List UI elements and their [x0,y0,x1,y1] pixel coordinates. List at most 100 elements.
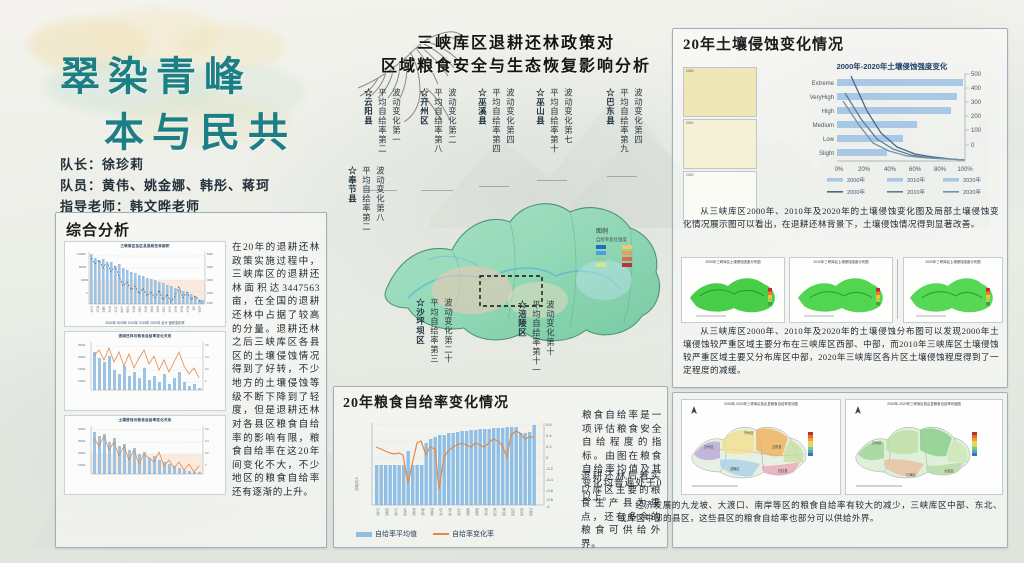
cloud-decor [166,64,306,120]
svg-text:云阳县: 云阳县 [511,508,515,516]
erosion-thumb-2000-label: 2000 [686,69,694,73]
svg-text:-0.6: -0.6 [546,488,554,493]
county-name: ☆沙坪坝区 [415,298,425,345]
main-title-line2: 区域粮食安全与生态恢复影响分析 [380,58,651,76]
team-advisor-label: 指导老师：韩文晔老师 [60,199,201,214]
svg-text:涪陵区: 涪陵区 [385,508,389,516]
svg-text:-0.4: -0.4 [546,477,554,482]
svg-text:40000: 40000 [78,427,86,431]
svg-text:云阳县: 云阳县 [198,306,202,313]
svg-text:长寿区: 长寿区 [156,306,160,313]
team-leader-label: 队长：徐珍莉 [60,157,145,172]
grain-mean-map: 2000年-2020年三峡库区各区县粮食自给率均值图 万 [845,399,1003,495]
grain-change-map-caption: 2000年-2020年三峡库区各区县粮食自给率变化图 [724,402,798,406]
svg-text:Medium: Medium [813,123,834,129]
erosion-map-2010-caption: 2010年三峡库区土壤侵蚀强度分布图 [813,260,869,264]
bottom-right-text: 经济发展的九龙坡、大渡口、南岸等区的粮食自给率有较大的减少，三峡库区中部、东北、… [618,500,1002,523]
legend-label-bar: 自给率平均值 [375,531,417,538]
svg-text:20000: 20000 [78,355,86,359]
leader-line [365,190,397,191]
county-name: ☆巴东县 [605,88,615,126]
svg-text:永川区: 永川区 [174,306,178,313]
svg-text:0: 0 [971,143,975,149]
mini-chart-1-title: 三峡库区各区县退耕还林面积 [120,244,170,248]
panel-title-erosion: 20年土壤侵蚀变化情况 [683,37,845,53]
county-label-1: ☆开州区 [418,88,429,126]
svg-text:2000年: 2000年 [847,188,865,196]
svg-text:0.6: 0.6 [205,427,209,431]
svg-text:南岸区: 南岸区 [132,306,136,313]
county-rank-0a: 平均自给率第二 [377,88,387,154]
svg-text:北碚区: 北碚区 [138,306,142,313]
comprehensive-analysis-panel: 综合分析 三峡库区各区县退耕还林面积 [55,212,327,548]
svg-text:万州区: 万州区 [376,508,380,516]
mini-chart-1-plot: 120000 80000 40000 0 5000 4000 3000 2000 1000… [77,252,213,313]
legend-item-line: 自给率变化率 [433,529,494,539]
svg-text:江津区: 江津区 [906,472,916,477]
brand-title-line1: 翠染青峰 [60,54,252,99]
erosion-chart-title: 2000年-2020年土壤侵蚀强度变化 [837,61,948,71]
county-name: ☆涪陵区 [517,300,527,338]
erosion-map-2020-graphic [910,278,993,317]
svg-text:石柱县: 石柱县 [778,468,788,473]
county-rank-2a: 平均自给率第四 [491,88,501,154]
svg-text:0: 0 [546,455,549,460]
page-title: 三峡库区退耕还林政策对 区域粮食安全与生态恢复影响分析 [366,32,666,78]
county-label-4: ☆巴东县 [604,88,615,126]
center-reservoir-map [384,203,660,342]
mini-chart-3: 土壤侵蚀与粮食自给率变化关系 [64,415,226,495]
county-rank-5b: 波动变化第八 [375,166,385,223]
svg-text:-0.2: -0.2 [546,466,554,471]
legend-title: 图例 [596,229,609,235]
svg-text:30000: 30000 [78,439,86,443]
svg-text:铜梁区: 铜梁区 [466,508,470,516]
svg-text:4000: 4000 [207,265,213,269]
county-name: ☆开州区 [419,88,429,126]
cloud-decor [176,24,286,70]
team-members-label: 队员：黄伟、姚金娜、韩彤、蒋珂 [60,178,271,193]
svg-text:2020年: 2020年 [963,188,981,196]
legend-swatch-line [433,533,449,535]
svg-text:南川区: 南川区 [180,306,184,313]
mini-chart-1-legend: 2000年 2005年 2010年 2015年 2020年 合计 面积变化率 [105,321,185,325]
legend-item-bar: 自给率平均值 [356,529,417,539]
leader-line [421,190,453,191]
erosion-thumb-2010: 2010 [683,119,757,169]
erosion-map-2010: 2010年三峡库区土壤侵蚀强度分布图 [789,257,893,323]
svg-text:60%: 60% [909,167,922,173]
svg-text:巫山县: 巫山县 [520,508,524,516]
cloud-decor [122,96,292,146]
grain-change-map: 2000年-2020年三峡库区各区县粮食自给率变化图 [681,399,841,495]
svg-text:200: 200 [971,114,982,120]
soil-erosion-panel: 20年土壤侵蚀变化情况 2000 2010 2020 2000年-2020年土壤… [672,28,1008,388]
svg-text:万吨/万人: 万吨/万人 [354,476,359,491]
erosion-thumb-2020: 2020 [683,171,757,221]
svg-text:1000: 1000 [207,301,213,305]
svg-text:80000: 80000 [79,265,87,269]
county-label-0: ☆云阳县 [362,88,373,126]
svg-text:合川区: 合川区 [168,306,172,313]
mini-chart-2-plot: 25000 20000 15000 10000 0.6 0.4 0.2 0 [78,342,209,391]
svg-text:100: 100 [971,128,982,134]
county-name: ☆巫溪县 [477,88,487,126]
svg-text:0.2: 0.2 [205,367,209,371]
grain-self-sufficiency-panel: 20年粮食自给率变化情况 [333,386,668,548]
county-rank-7a: 平均自给率第十一 [531,300,541,376]
county-label-3: ☆巫山县 [534,88,545,126]
svg-text:荣昌区: 荣昌区 [475,508,479,516]
mini-chart-2-title: 退耕还林与粮食自给率变化关系 [118,334,172,338]
svg-text:0: 0 [205,379,207,383]
svg-text:万州区: 万州区 [872,441,882,445]
erosion-map-2000-graphic [690,278,775,317]
svg-text:100%: 100% [957,167,973,173]
svg-text:10000: 10000 [78,379,86,383]
comprehensive-analysis-text: 在20年的退耕还林政策实施过程中，三峡库区的退耕还林面积达3447563亩，在全… [232,242,320,498]
svg-text:垫江县: 垫江县 [502,508,506,516]
erosion-map-2000-caption: 2000年三峡库区土壤侵蚀强度分布图 [705,260,761,264]
svg-text:0.2: 0.2 [546,444,552,449]
svg-text:20%: 20% [858,167,871,173]
grain-chart-plot: 0.6 0.4 0.2 0 -0.2 -0.4 -0.6 -0.8 -1 万吨/万人 万州区… [354,422,554,516]
erosion-thumb-2010-label: 2010 [686,121,694,125]
